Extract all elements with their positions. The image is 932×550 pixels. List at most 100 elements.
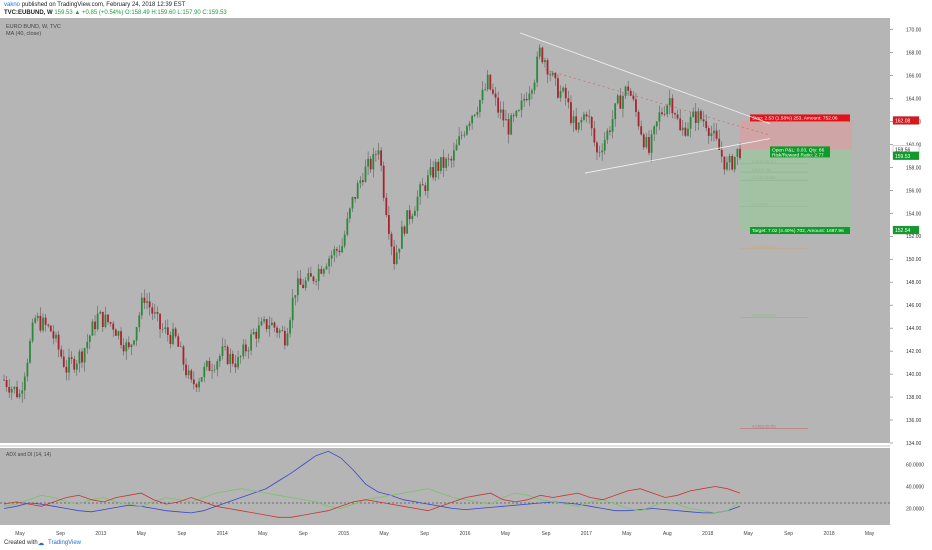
candle-body [8,387,11,393]
target-label: Target: 7.02 (4.40%) 702, Amount: 1687.9… [752,228,844,234]
candle-body [348,208,351,219]
candle-body [406,210,409,234]
candle-body [739,148,741,159]
candle-body [616,95,619,104]
candle-body [88,335,91,342]
y-tick-label: 138.00 [906,395,922,401]
candle-body [29,341,31,363]
candle-body [429,167,432,176]
candle-body [570,102,572,124]
candle-body [104,314,107,328]
candle-body [276,327,278,333]
candle-body [172,328,174,345]
candle-body [315,281,317,282]
candle-body [731,155,734,170]
candle-body [372,154,375,170]
candle-body [200,377,203,382]
candle-body [427,175,429,191]
candle-body [661,112,663,115]
candle-body [466,126,468,135]
ma-indicator-label: MA (40, close) [6,31,41,37]
candle-body [726,162,728,170]
y-tick-label: 156.00 [906,188,922,194]
candle-body [684,127,687,136]
chart-area[interactable]: EURO BUND, W, TVC MA (40, close) 170.00 168… [0,18,932,538]
adx-y-tick: 40.0000 [906,485,924,491]
candle-body [455,144,458,151]
candle-body [255,331,258,339]
candle-body [414,210,416,216]
candle-body [442,157,445,168]
candle-body [91,321,94,336]
candle-body [596,142,598,153]
created-with-text: Created with [4,540,38,546]
candle-body [476,111,479,115]
candle-body [424,185,427,191]
candle-body [211,370,213,371]
candle-body [218,356,221,362]
candle-body [47,324,50,326]
candle-body [278,330,281,333]
candle-body [445,158,448,168]
candle-body [687,128,689,136]
candle-body [151,307,154,314]
candle-body [640,126,643,135]
candle-body [86,341,89,349]
candle-body [359,180,362,184]
candle-body [499,109,502,113]
candle-body [338,250,341,253]
author-link[interactable]: vakno [4,2,21,8]
candle-body [252,331,255,335]
tradingview-brand[interactable]: TradingView [48,540,82,546]
candle-body [627,86,630,91]
candle-body [13,386,16,389]
candle-body [117,331,120,336]
candle-body [549,74,552,76]
candle-body [497,97,500,113]
symbol[interactable]: TVC:EUBUND, W [4,10,53,16]
candle-body [270,322,273,326]
candle-body [619,95,622,109]
candle-body [273,322,276,328]
candle-body [177,336,180,347]
candle-body [572,116,575,124]
candle-body [296,278,299,296]
candle-body [598,152,601,153]
candle-body [159,313,161,330]
candle-body [577,122,580,130]
candle-body [62,356,65,367]
candle-body [648,137,650,153]
candle-body [281,330,284,331]
candle-body [541,47,544,63]
candle-body [10,388,13,393]
candle-body [377,150,380,155]
y-tick-label: 134.00 [906,441,922,447]
x-tick-label: Sep [56,531,65,537]
candle-body [531,90,533,94]
candle-body [341,246,343,253]
candle-body [676,114,679,119]
candle-body [622,96,624,109]
chart-title: EURO BUND, W, TVC [6,24,61,30]
candle-body [185,364,187,376]
x-tick-label: Sep [177,531,186,537]
descending-trendline [519,32,771,125]
price-tag: 162.08 [895,118,911,124]
candle-body [447,158,450,160]
candle-body [375,154,377,155]
candle-body [94,321,96,330]
publish-line: vakno published on TradingView.com, Febr… [4,2,185,8]
candle-body [668,98,671,106]
candle-body [143,297,146,303]
candle-body [99,311,102,314]
candle-body [720,149,723,157]
candle-body [231,353,234,364]
candle-body [346,218,349,235]
y-tick-label: 146.00 [906,303,922,309]
x-tick-label: May [865,531,875,537]
pnl-label-bg [770,146,830,158]
candle-body [244,344,247,352]
candle-body [538,47,541,57]
candle-body [325,266,328,270]
